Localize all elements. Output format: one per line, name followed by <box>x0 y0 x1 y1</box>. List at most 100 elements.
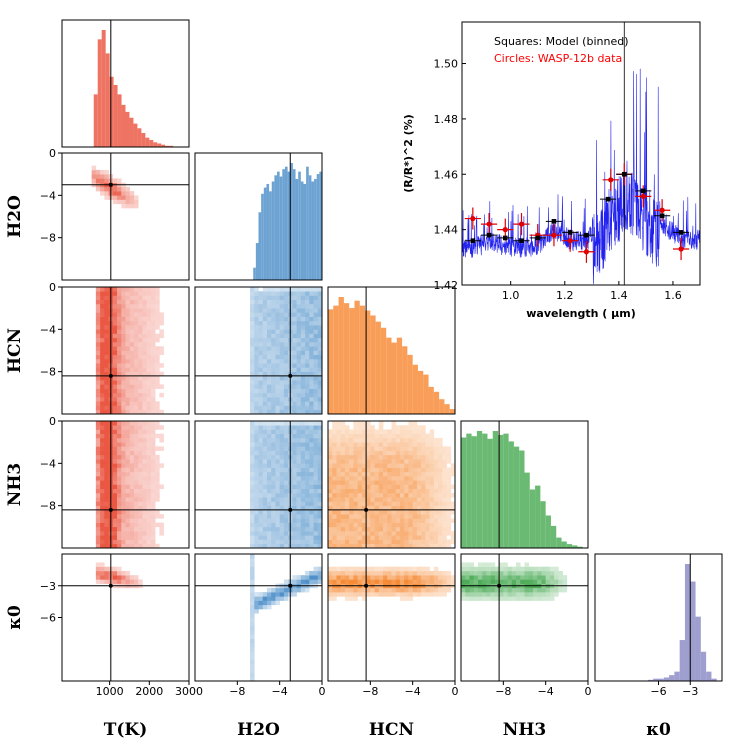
density-cell <box>438 484 443 490</box>
density-cell <box>129 367 135 372</box>
density-cell <box>477 562 483 567</box>
density-cell <box>317 350 322 356</box>
density-cell <box>332 492 337 498</box>
hist-bar <box>354 300 360 414</box>
density-cell <box>429 522 435 528</box>
density-cell <box>262 459 268 464</box>
density-cell <box>416 539 422 545</box>
density-cell <box>266 375 272 381</box>
density-cell <box>524 579 530 584</box>
hist-bar <box>117 94 122 147</box>
model-binned-square <box>567 230 573 235</box>
density-cell <box>133 501 139 506</box>
density-cell <box>296 397 302 402</box>
density-cell <box>129 397 135 402</box>
density-cell <box>425 463 430 468</box>
density-cell <box>279 329 285 334</box>
density-cell <box>150 450 156 456</box>
density-cell <box>138 392 143 398</box>
density-cell <box>279 467 285 473</box>
density-cell <box>283 592 289 597</box>
density-cell <box>296 454 302 460</box>
density-cell <box>275 337 280 343</box>
hist-bar <box>300 181 304 280</box>
density-cell <box>465 596 470 601</box>
density-cell <box>146 384 152 389</box>
density-cell <box>250 287 255 292</box>
density-cell <box>370 488 375 494</box>
density-cell <box>283 526 289 532</box>
density-cell <box>374 501 380 506</box>
density-cell <box>391 497 397 502</box>
density-cell <box>121 291 126 296</box>
density-cell <box>275 501 280 506</box>
density-cell <box>296 446 302 451</box>
density-cell <box>416 480 422 485</box>
density-cell <box>275 342 280 347</box>
density-cell <box>155 308 160 313</box>
density-cell <box>300 497 306 502</box>
density-cell <box>104 543 109 548</box>
density-cell <box>146 467 152 473</box>
density-cell <box>344 566 350 572</box>
density-cell <box>283 409 289 414</box>
density-cell <box>309 409 314 414</box>
density-cell <box>296 350 302 356</box>
density-cell <box>266 308 272 313</box>
density-cell <box>300 346 306 351</box>
density-cell <box>461 579 466 584</box>
density-cell <box>438 592 443 597</box>
density-cell <box>142 409 147 414</box>
density-cell <box>112 186 118 192</box>
density-cell <box>112 459 118 464</box>
density-cell <box>336 459 341 464</box>
panel-frame <box>194 553 323 682</box>
density-cell <box>117 375 122 381</box>
density-cell <box>129 371 135 377</box>
density-cell <box>433 509 439 515</box>
density-cell <box>340 433 346 439</box>
density-cell <box>266 333 272 339</box>
density-cell <box>150 295 156 300</box>
density-cell <box>112 442 118 447</box>
density-cell <box>309 303 314 309</box>
density-cell <box>292 463 297 468</box>
density-cell <box>104 497 109 502</box>
density-cell <box>258 471 264 477</box>
density-cell <box>317 354 322 360</box>
density-cell <box>159 384 164 389</box>
density-cell <box>271 450 276 456</box>
density-cell <box>433 501 439 506</box>
density-cell <box>473 592 479 597</box>
density-cell <box>490 579 496 584</box>
density-cell <box>387 429 392 434</box>
inset-x-label: wavelength ( μm) <box>526 307 636 320</box>
density-cell <box>250 371 255 377</box>
density-cell <box>117 480 122 485</box>
density-cell <box>446 522 452 528</box>
density-cell <box>283 514 289 519</box>
density-cell <box>100 497 105 502</box>
density-cell <box>125 384 131 389</box>
density-cell <box>349 492 354 498</box>
density-cell <box>271 421 276 426</box>
density-cell <box>395 446 401 451</box>
density-cell <box>112 312 118 317</box>
density-cell <box>112 429 118 434</box>
density-cell <box>313 350 319 356</box>
density-cell <box>254 358 259 364</box>
density-cell <box>142 467 147 473</box>
density-cell <box>349 433 354 439</box>
density-cell <box>146 291 152 296</box>
density-cell <box>266 401 272 406</box>
density-cell <box>438 539 443 545</box>
density-cell <box>271 367 276 372</box>
density-cell <box>438 488 443 494</box>
density-cell <box>125 199 131 205</box>
density-cell <box>258 384 264 389</box>
density-cell <box>262 342 268 347</box>
density-cell <box>340 505 346 511</box>
density-cell <box>275 287 280 292</box>
density-cell <box>300 371 306 377</box>
density-cell <box>317 308 322 313</box>
